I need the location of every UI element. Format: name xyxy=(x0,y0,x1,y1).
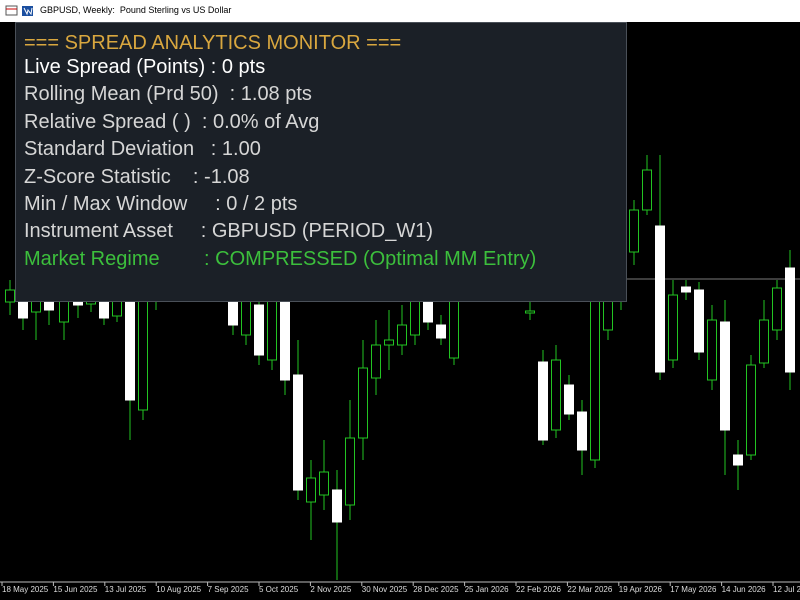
candle-body xyxy=(5,289,15,303)
candle-body xyxy=(332,489,342,523)
time-label: 13 Jul 2025 xyxy=(104,585,147,594)
time-label: 12 Jul 2026 xyxy=(773,585,800,594)
window-icons xyxy=(5,5,33,16)
candle-body xyxy=(99,299,109,319)
candle-body xyxy=(254,304,264,356)
time-label: 22 Feb 2026 xyxy=(516,585,561,594)
candle-body xyxy=(228,299,238,326)
analytics-panel: === SPREAD ANALYTICS MONITOR === Live Spr… xyxy=(15,22,627,302)
time-label: 14 Jun 2026 xyxy=(721,585,766,594)
candle-body xyxy=(629,209,639,253)
time-label: 28 Dec 2025 xyxy=(413,585,459,594)
candle-body xyxy=(319,471,329,496)
candle-body xyxy=(564,384,574,415)
icon xyxy=(5,5,18,16)
candle-body xyxy=(720,321,730,431)
metric-line: Live Spread (Points) : 0 pts xyxy=(24,56,266,78)
candle-body xyxy=(707,319,717,381)
candle-body xyxy=(267,299,277,361)
time-label: 25 Jan 2026 xyxy=(464,585,509,594)
candle-body xyxy=(345,437,355,506)
candle-body xyxy=(436,324,446,339)
candle-body xyxy=(538,361,548,441)
time-label: 5 Oct 2025 xyxy=(259,585,299,594)
candle-body xyxy=(655,225,665,373)
candle-body xyxy=(423,299,433,323)
time-label: 15 Jun 2025 xyxy=(53,585,98,594)
candle-body xyxy=(603,299,613,331)
candle-body xyxy=(293,374,303,491)
time-label: 10 Aug 2025 xyxy=(156,585,202,594)
candle-body xyxy=(306,477,316,503)
time-label: 19 Apr 2026 xyxy=(618,585,662,594)
metric-line: Relative Spread ( ) : 0.0% of Avg xyxy=(24,110,320,133)
candle-body xyxy=(772,287,782,331)
candle-body xyxy=(280,299,290,381)
metric-line: Min / Max Window : 0 / 2 pts xyxy=(24,193,298,215)
metric-line: Rolling Mean (Prd 50) : 1.08 pts xyxy=(24,83,312,106)
candle-body xyxy=(125,299,135,401)
title-bar: GBPUSD, Weekly: Pound Sterling vs US Dol… xyxy=(0,0,800,22)
candle-body xyxy=(397,324,407,346)
metric-line: Z-Score Statistic : -1.08 xyxy=(24,165,250,188)
candle-body xyxy=(642,169,652,211)
icon xyxy=(23,7,33,16)
candle-body xyxy=(410,299,420,336)
metric-line: Standard Deviation : 1.00 xyxy=(24,138,261,161)
candle-body xyxy=(590,299,600,461)
candle-body xyxy=(733,454,743,466)
candle-body xyxy=(785,267,795,373)
time-label: 17 May 2026 xyxy=(670,585,717,594)
candle-body xyxy=(112,299,122,317)
panel-title: === SPREAD ANALYTICS MONITOR === xyxy=(24,32,402,54)
candle-body xyxy=(746,364,756,456)
candle-body xyxy=(577,411,587,451)
candle-body xyxy=(138,299,148,411)
candle-body xyxy=(525,310,535,314)
candle-body xyxy=(358,367,368,439)
candle-body xyxy=(759,319,769,364)
time-label: 22 Mar 2026 xyxy=(567,585,613,594)
candle-body xyxy=(668,294,678,361)
metric-line: Instrument Asset : GBPUSD (PERIOD_W1) xyxy=(24,220,433,243)
regime-line: Market Regime : COMPRESSED (Optimal MM E… xyxy=(24,247,537,270)
candle-body xyxy=(551,359,561,431)
time-label: 30 Nov 2025 xyxy=(361,585,408,594)
candle-body xyxy=(371,344,381,379)
window-title: GBPUSD, Weekly: Pound Sterling vs US Dol… xyxy=(40,5,232,15)
candle-body xyxy=(694,289,704,353)
time-label: 18 May 2025 xyxy=(2,585,49,594)
time-label: 2 Nov 2025 xyxy=(310,585,352,594)
candle-body xyxy=(681,286,691,293)
time-label: 7 Sep 2025 xyxy=(207,585,249,594)
candle-body xyxy=(384,339,394,346)
